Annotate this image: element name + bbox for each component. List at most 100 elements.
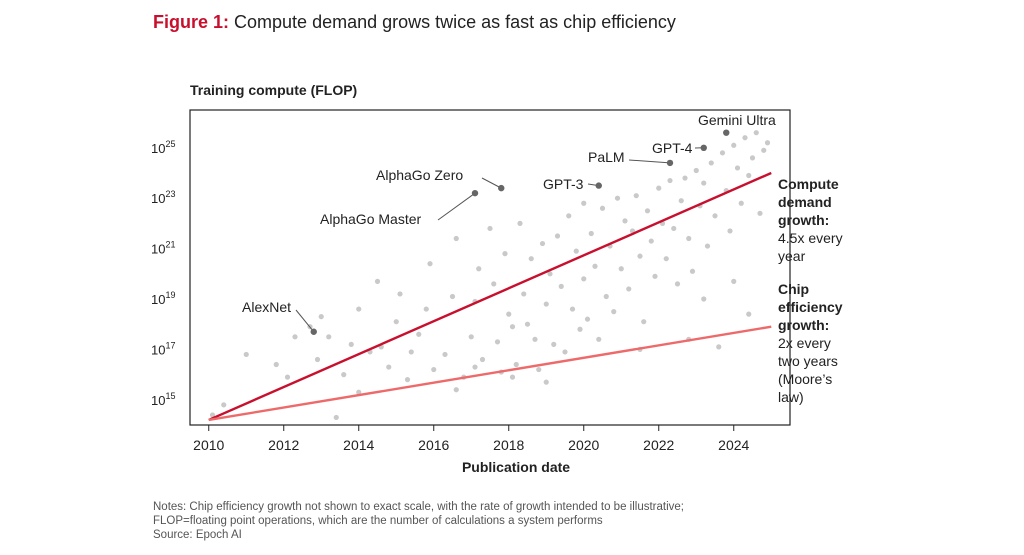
data-point bbox=[472, 364, 478, 370]
trend-label-line: efficiency bbox=[778, 299, 843, 315]
trend-label-line: year bbox=[778, 248, 806, 264]
data-point bbox=[633, 193, 639, 199]
data-point bbox=[209, 412, 216, 418]
data-point bbox=[592, 263, 598, 269]
data-point bbox=[682, 175, 688, 181]
data-point bbox=[536, 366, 542, 373]
data-point bbox=[731, 278, 737, 284]
leader-line bbox=[481, 177, 502, 189]
data-point bbox=[386, 364, 392, 370]
data-point bbox=[746, 311, 752, 317]
data-point bbox=[509, 324, 516, 330]
data-point bbox=[543, 379, 549, 385]
data-point bbox=[734, 165, 741, 171]
leader-line bbox=[628, 159, 671, 164]
y-tick-label: 1017 bbox=[151, 340, 175, 357]
trend-label-line: 2x every bbox=[778, 335, 831, 351]
data-point bbox=[524, 321, 531, 327]
data-point bbox=[509, 374, 516, 380]
data-point bbox=[742, 135, 748, 141]
data-point bbox=[641, 319, 647, 325]
x-tick-label: 2016 bbox=[418, 437, 449, 453]
data-point bbox=[689, 268, 696, 274]
data-point bbox=[513, 361, 519, 368]
data-point bbox=[517, 220, 523, 226]
x-tick-label: 2022 bbox=[643, 437, 674, 453]
data-point bbox=[738, 200, 744, 206]
data-point bbox=[453, 235, 459, 242]
data-point bbox=[569, 306, 576, 312]
highlight-point bbox=[666, 159, 674, 167]
data-point bbox=[558, 283, 564, 289]
data-point bbox=[551, 341, 557, 347]
data-point bbox=[611, 309, 617, 315]
data-point bbox=[674, 281, 681, 287]
note-line: Notes: Chip efficiency growth not shown … bbox=[153, 501, 684, 513]
data-point bbox=[716, 344, 722, 350]
data-point bbox=[566, 213, 572, 219]
data-point bbox=[727, 228, 733, 234]
trend-label-line: demand bbox=[778, 194, 832, 210]
data-point bbox=[502, 251, 508, 257]
data-point bbox=[243, 351, 249, 358]
data-point bbox=[704, 243, 711, 249]
highlight-point bbox=[723, 129, 730, 136]
data-point bbox=[397, 291, 403, 297]
x-tick-label: 2010 bbox=[193, 437, 224, 453]
trend-label-line: Chip bbox=[778, 281, 809, 297]
data-point bbox=[746, 172, 752, 179]
data-point bbox=[652, 273, 658, 279]
data-point bbox=[468, 334, 474, 340]
data-point bbox=[416, 331, 422, 337]
trend-label-line: law) bbox=[778, 389, 804, 405]
highlight-point bbox=[471, 189, 479, 197]
highlight-point bbox=[310, 328, 317, 335]
data-point bbox=[584, 316, 591, 322]
data-point bbox=[626, 286, 632, 292]
data-point bbox=[431, 366, 437, 373]
data-point bbox=[221, 402, 227, 408]
y-tick-label: 1015 bbox=[151, 391, 175, 408]
chart: Training compute (FLOP) 2010 2012 2014 2016… bbox=[151, 82, 843, 475]
data-point bbox=[671, 225, 677, 232]
y-tick-label: 1025 bbox=[151, 139, 175, 156]
data-point bbox=[663, 256, 669, 262]
highlight-label: AlexNet bbox=[242, 299, 291, 315]
data-point bbox=[581, 200, 587, 206]
data-point bbox=[656, 185, 662, 191]
data-point bbox=[528, 256, 534, 262]
x-tick-label: 2020 bbox=[568, 437, 599, 453]
y-tick-label: 1021 bbox=[151, 240, 175, 257]
data-point bbox=[761, 147, 767, 153]
data-point bbox=[588, 230, 594, 237]
data-point bbox=[423, 306, 429, 312]
data-point bbox=[644, 208, 651, 214]
data-point bbox=[284, 374, 291, 380]
data-point bbox=[757, 210, 763, 216]
data-point bbox=[356, 389, 362, 395]
data-point bbox=[408, 349, 414, 355]
x-tick-label: 2024 bbox=[718, 437, 749, 453]
x-tick-label: 2014 bbox=[343, 437, 374, 453]
highlight-label: AlphaGo Zero bbox=[376, 167, 463, 183]
data-point bbox=[393, 319, 399, 325]
y-tick-label: 1019 bbox=[151, 290, 175, 307]
data-point bbox=[596, 336, 602, 342]
data-point bbox=[374, 278, 381, 284]
data-point bbox=[648, 238, 654, 244]
trend-label-line: two years bbox=[778, 353, 838, 369]
trend-label-line: (Moore’s bbox=[778, 371, 832, 387]
data-point bbox=[356, 306, 362, 312]
data-point bbox=[404, 377, 411, 383]
data-point bbox=[494, 339, 501, 345]
data-point bbox=[532, 336, 538, 342]
highlight-label: GPT-3 bbox=[543, 176, 584, 192]
figure-title: Figure 1: Compute demand grows twice as … bbox=[153, 12, 676, 33]
data-point bbox=[348, 341, 354, 347]
data-point bbox=[637, 253, 643, 259]
trend-label-line: growth: bbox=[778, 317, 829, 333]
data-point bbox=[603, 293, 609, 300]
data-point bbox=[521, 291, 527, 297]
data-point bbox=[749, 155, 756, 161]
data-point bbox=[314, 356, 321, 363]
